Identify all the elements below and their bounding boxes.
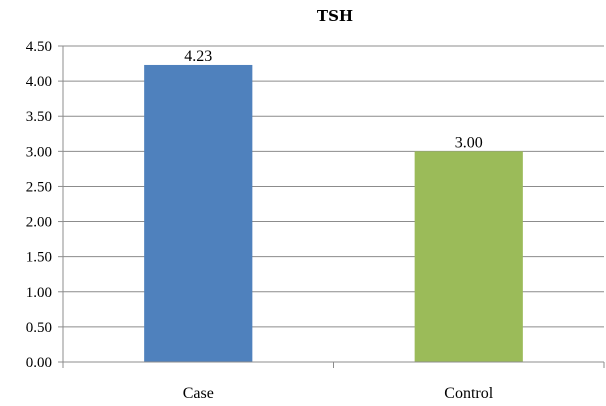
x-category-labels: Case Control bbox=[183, 385, 494, 402]
y-tick-label: 4.00 bbox=[26, 74, 52, 90]
y-tick-label: 1.00 bbox=[26, 285, 52, 301]
bar-case bbox=[144, 64, 253, 363]
bar-control bbox=[414, 151, 523, 362]
y-tick-labels: 0.00 0.50 1.00 1.50 2.00 2.50 3.00 3.50 4.00 4.50 bbox=[26, 39, 52, 371]
y-tick-label: 3.50 bbox=[26, 109, 52, 125]
y-tick-label: 2.00 bbox=[26, 215, 52, 231]
x-category-label: Case bbox=[183, 385, 214, 402]
y-tick-label: 1.50 bbox=[26, 250, 52, 266]
y-tick-label: 0.00 bbox=[26, 355, 52, 371]
chart-title: TSH bbox=[317, 7, 353, 25]
y-tick-label: 0.50 bbox=[26, 320, 52, 336]
data-label: 4.23 bbox=[184, 48, 212, 65]
bars bbox=[144, 64, 523, 363]
data-labels: 4.23 3.00 bbox=[184, 48, 483, 151]
y-tick-label: 2.50 bbox=[26, 179, 52, 195]
x-category-label: Control bbox=[444, 385, 493, 402]
data-label: 3.00 bbox=[455, 134, 483, 151]
y-tick-label: 4.50 bbox=[26, 39, 52, 55]
axes bbox=[58, 45, 605, 368]
y-tick-label: 3.00 bbox=[26, 144, 52, 160]
